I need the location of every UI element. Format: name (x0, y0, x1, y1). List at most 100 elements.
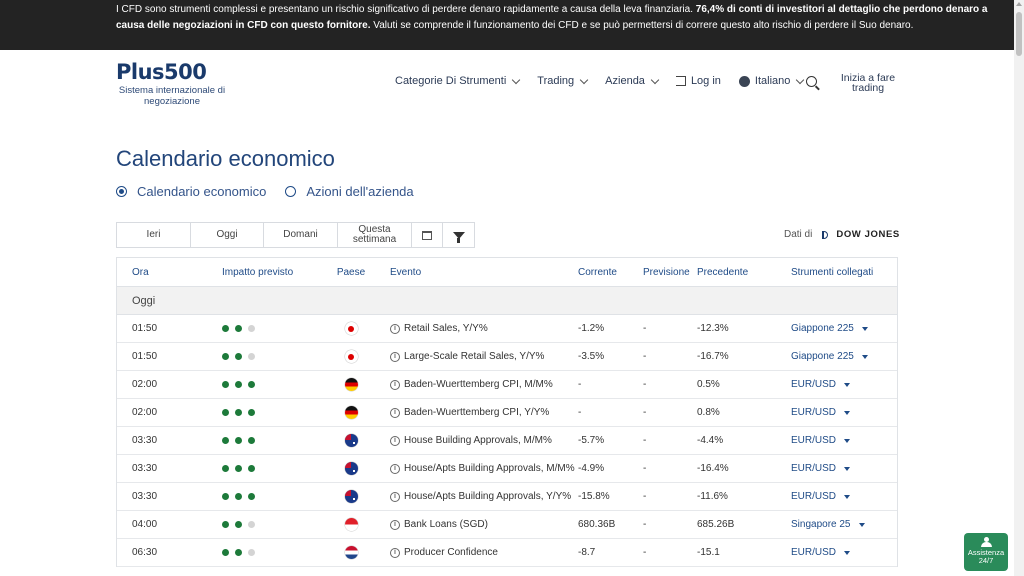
impact-dot-icon (222, 409, 229, 416)
caret-down-icon (861, 326, 868, 331)
filter-yesterday[interactable]: Ieri (117, 223, 191, 247)
instrument-dropdown[interactable]: Giappone 225 (791, 351, 897, 362)
cell-previous: 685.26B (697, 519, 735, 530)
cell-event[interactable]: i Baden-Wuerttemberg CPI, Y/Y% (375, 407, 578, 418)
info-icon[interactable]: i (390, 435, 400, 446)
language-selector[interactable]: Italiano (738, 75, 805, 87)
germany-flag (344, 406, 358, 419)
caret-down-icon (844, 438, 851, 443)
header-forecast[interactable]: Previsione (643, 266, 690, 278)
instrument-dropdown[interactable]: EUR/USD (791, 407, 897, 418)
cell-previous: -12.3% (697, 323, 729, 334)
cell-event[interactable]: i Producer Confidence (375, 547, 578, 558)
nav-categories[interactable]: Categorie Di Strumenti (395, 75, 521, 87)
filter-today[interactable]: Oggi (191, 223, 264, 247)
cell-current: -1.2% (578, 323, 605, 334)
header-country[interactable]: Paese (336, 266, 366, 278)
cell-forecast: - (643, 379, 647, 390)
cell-event[interactable]: i Bank Loans (SGD) (375, 519, 578, 530)
globe-icon (738, 75, 750, 87)
impact-dot-icon (222, 437, 229, 444)
cell-current: 680.36B (578, 519, 616, 530)
cell-event[interactable]: i Baden-Wuerttemberg CPI, M/M% (375, 379, 578, 390)
impact-dot-icon (235, 549, 242, 556)
nav-company[interactable]: Azienda (605, 75, 660, 87)
info-icon[interactable]: i (390, 323, 400, 334)
table-row: 03:30 i House/Apts Building Approvals, Y/Y… (117, 483, 897, 511)
search-icon[interactable] (806, 76, 817, 87)
instrument-dropdown[interactable]: EUR/USD (791, 491, 897, 502)
date-filter-bar: Ieri Oggi Domani Questa settimana (116, 222, 475, 248)
radio-economic-calendar[interactable]: Calendario economico (116, 184, 266, 199)
page-scrollbar[interactable] (1014, 0, 1024, 576)
cell-event[interactable]: i House/Apts Building Approvals, M/M% (375, 463, 578, 474)
cell-current: -4.9% (578, 463, 605, 474)
cell-event[interactable]: i Large-Scale Retail Sales, Y/Y% (375, 351, 578, 362)
instrument-dropdown[interactable]: Giappone 225 (791, 323, 897, 334)
header-impact[interactable]: Impatto previsto (222, 266, 294, 278)
cell-forecast: - (643, 463, 647, 474)
header-current[interactable]: Corrente (578, 266, 617, 278)
table-row: 03:30 i House/Apts Building Approvals, M/M… (117, 455, 897, 483)
header-previous[interactable]: Precedente (697, 266, 749, 278)
instrument-dropdown[interactable]: EUR/USD (791, 379, 897, 390)
caret-down-icon (844, 550, 851, 555)
scroll-up-icon[interactable] (1016, 2, 1022, 6)
info-icon[interactable]: i (390, 491, 400, 502)
start-trading-button[interactable]: Inizia a fare trading (840, 72, 896, 94)
header-event[interactable]: Evento (390, 266, 422, 278)
impact-dot-icon (222, 493, 229, 500)
impact-dot-icon (222, 521, 229, 528)
instrument-dropdown[interactable]: EUR/USD (791, 547, 897, 558)
filter-button[interactable] (443, 223, 474, 247)
radio-unchecked-icon (285, 186, 297, 197)
support-button[interactable]: Assistenza 24/7 (964, 533, 1008, 571)
login-link[interactable]: Log in (675, 75, 721, 87)
table-row: 06:30 i Producer Confidence -8.7 - -15.1 EUR/U… (117, 539, 897, 567)
info-icon[interactable]: i (390, 463, 400, 474)
filter-this-week[interactable]: Questa settimana (338, 223, 412, 247)
support-person-icon (980, 537, 992, 547)
filter-tomorrow[interactable]: Domani (264, 223, 338, 247)
info-icon[interactable]: i (390, 407, 400, 418)
cell-time: 04:00 (132, 519, 158, 530)
info-icon[interactable]: i (390, 351, 400, 362)
funnel-icon (452, 231, 465, 243)
cell-country (327, 462, 375, 475)
logo[interactable]: Plus500 Sistema internazionale di negozi… (116, 60, 228, 107)
cell-forecast: - (643, 323, 647, 334)
impact-dot-icon (235, 465, 242, 472)
cell-time: 01:50 (132, 351, 158, 362)
info-icon[interactable]: i (390, 519, 400, 530)
netherlands-flag (344, 546, 358, 559)
cell-current: -15.8% (578, 491, 610, 502)
cell-current: -5.7% (578, 435, 605, 446)
radio-company-actions[interactable]: Azioni dell'azienda (285, 184, 414, 199)
australia-flag (344, 490, 358, 503)
cell-event[interactable]: i Retail Sales, Y/Y% (375, 323, 578, 334)
cell-current: - (578, 407, 582, 418)
cell-previous: -11.6% (697, 491, 728, 502)
cell-event[interactable]: i House/Apts Building Approvals, Y/Y% (375, 491, 578, 502)
nav-trading[interactable]: Trading (537, 75, 589, 87)
cell-current: - (578, 379, 582, 390)
info-icon[interactable]: i (390, 379, 400, 390)
instrument-dropdown[interactable]: EUR/USD (791, 463, 897, 474)
impact-dot-icon (248, 325, 255, 332)
economic-calendar-table: Ora Impatto previsto Paese Evento Corren… (116, 257, 898, 567)
caret-down-icon (844, 410, 851, 415)
header-instruments[interactable]: Strumenti collegati (791, 266, 874, 278)
info-icon[interactable]: i (390, 547, 400, 558)
instrument-dropdown[interactable]: Singapore 25 (791, 519, 897, 530)
table-row: 01:50 i Retail Sales, Y/Y% -1.2% - -12.3% Giap… (117, 315, 897, 343)
impact-dot-icon (235, 409, 242, 416)
calendar-button[interactable] (412, 223, 443, 247)
impact-dot-icon (222, 353, 229, 360)
scrollbar-thumb[interactable] (1016, 12, 1022, 56)
instrument-dropdown[interactable]: EUR/USD (791, 435, 897, 446)
chevron-down-icon (796, 75, 805, 84)
cell-event[interactable]: i House Building Approvals, M/M% (375, 435, 578, 446)
impact-indicator (222, 353, 327, 360)
impact-indicator (222, 493, 327, 500)
header-time[interactable]: Ora (132, 266, 149, 278)
